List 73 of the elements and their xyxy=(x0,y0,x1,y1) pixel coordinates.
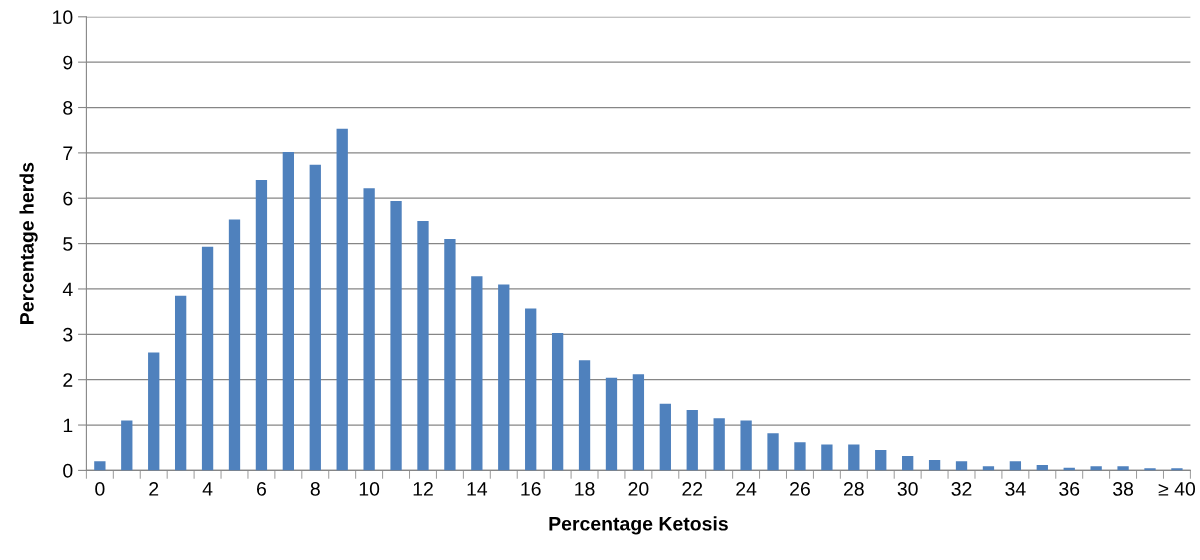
y-tick-label: 5 xyxy=(63,237,73,251)
bar xyxy=(1144,468,1156,471)
y-tick-label: 9 xyxy=(63,55,73,70)
bar xyxy=(94,461,106,471)
bar xyxy=(659,403,671,471)
x-tick-label: 10 xyxy=(359,482,380,496)
y-tick-label: 0 xyxy=(63,463,73,478)
x-axis-title: Percentage Ketosis xyxy=(549,516,728,535)
x-tick-label: 20 xyxy=(628,482,649,496)
bar xyxy=(713,418,725,471)
bar xyxy=(148,352,160,471)
bar xyxy=(902,455,914,471)
bar xyxy=(794,442,806,471)
x-tick-label: 8 xyxy=(310,482,320,496)
y-axis-title: Percentage herds xyxy=(19,162,38,324)
bar xyxy=(1171,468,1183,471)
bar xyxy=(982,466,995,471)
bar xyxy=(1117,466,1129,471)
bar xyxy=(767,433,779,471)
bar xyxy=(525,308,537,471)
bar xyxy=(390,200,402,471)
bar xyxy=(740,420,752,471)
x-tick-label: 30 xyxy=(897,482,918,496)
x-tick-label: 32 xyxy=(951,482,972,496)
bar xyxy=(1009,461,1022,471)
bar xyxy=(1090,466,1102,471)
bar xyxy=(955,461,968,471)
bar xyxy=(848,444,860,471)
bar xyxy=(255,180,268,471)
bar xyxy=(444,239,456,471)
x-tick-label: 28 xyxy=(843,482,864,496)
x-tick-label: 16 xyxy=(521,482,541,496)
x-tick-label: 4 xyxy=(202,482,213,496)
bar xyxy=(605,377,618,471)
bar xyxy=(471,276,483,471)
x-tick-label: 38 xyxy=(1113,482,1134,496)
y-tick-label: 7 xyxy=(63,146,73,160)
y-tick-label: 6 xyxy=(63,191,73,206)
bar xyxy=(336,128,348,471)
bar xyxy=(632,374,645,471)
y-tick-label: 3 xyxy=(63,327,73,342)
bar xyxy=(551,332,564,471)
x-tick-label: 26 xyxy=(790,482,810,496)
bar xyxy=(578,360,591,471)
bar xyxy=(363,188,375,471)
x-tick-label: 22 xyxy=(682,482,703,496)
y-tick-label: 4 xyxy=(62,282,73,297)
x-tick-label: 0 xyxy=(95,482,105,496)
bar xyxy=(686,410,698,471)
x-tick-label: 6 xyxy=(257,482,266,496)
x-tick-label: 36 xyxy=(1059,482,1080,496)
x-tick-label: 2 xyxy=(149,482,159,496)
y-tick-label: 10 xyxy=(53,10,73,25)
bar xyxy=(875,449,887,471)
bar xyxy=(821,444,833,471)
bar xyxy=(928,459,941,471)
y-tick-label: 8 xyxy=(63,100,73,115)
y-tick-label: 2 xyxy=(63,373,73,387)
y-tick-label: 1 xyxy=(63,418,73,433)
x-tick-label: 24 xyxy=(736,482,757,496)
bar xyxy=(498,284,510,471)
bar xyxy=(417,220,429,471)
bar xyxy=(282,151,295,471)
bar xyxy=(309,164,321,471)
bar xyxy=(201,246,214,471)
x-tick-label: 18 xyxy=(575,482,595,496)
x-tick-label: ≥ 40 xyxy=(1158,482,1196,496)
bar xyxy=(228,219,241,471)
x-tick-label: 34 xyxy=(1005,482,1026,496)
x-tick-label: 12 xyxy=(413,482,433,496)
bar xyxy=(174,295,187,471)
x-tick-label: 14 xyxy=(467,482,488,496)
bar xyxy=(121,420,133,471)
